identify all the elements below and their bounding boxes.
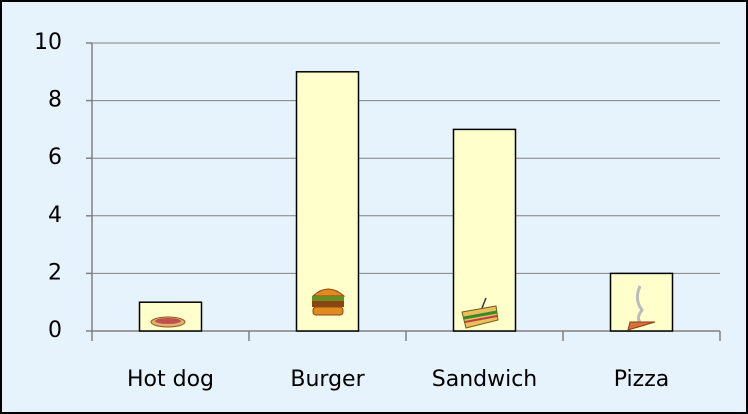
- x-tick-label: Sandwich: [432, 367, 538, 392]
- y-tick-label: 6: [48, 145, 62, 170]
- bar: [609, 272, 674, 332]
- y-tick-label: 4: [48, 203, 62, 228]
- bar: [295, 71, 360, 332]
- food-icons: [150, 285, 656, 331]
- y-tick-label: 0: [48, 318, 62, 343]
- y-tick-label: 2: [48, 260, 62, 285]
- plot-area: 0 2 4 6 8 10 Hot dog Burger Sandwich Pizza: [34, 30, 721, 392]
- burger-icon: [311, 288, 346, 316]
- y-tick-label: 8: [48, 88, 62, 113]
- x-tick-label: Burger: [290, 367, 365, 392]
- pizza-icon: [627, 285, 656, 331]
- hotdog-icon: [150, 316, 186, 328]
- bar: [452, 128, 517, 332]
- x-tick-label: Hot dog: [127, 367, 214, 392]
- sandwich-icon: [461, 297, 499, 329]
- y-tick-label: 10: [34, 30, 62, 55]
- x-tick-label: Pizza: [614, 367, 669, 392]
